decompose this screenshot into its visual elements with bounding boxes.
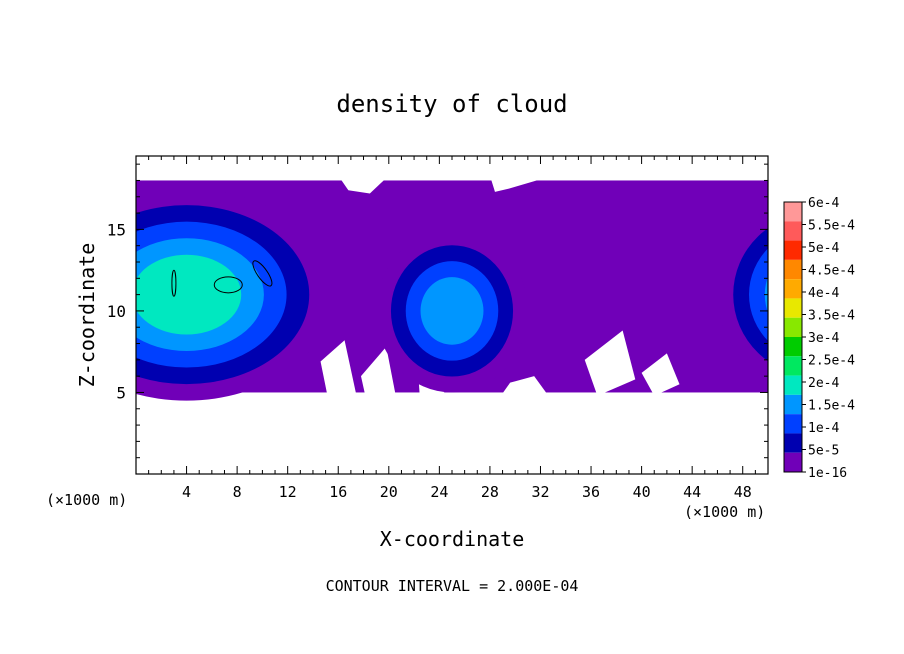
contour-line-1 (213, 276, 243, 294)
colorbar-swatch-9 (784, 356, 802, 376)
x-axis-label: X-coordinate (380, 527, 525, 551)
colorbar-swatch-13 (784, 433, 802, 453)
cloud-core-1-band-5 (136, 254, 242, 335)
y-tick-label-5: 5 (116, 383, 126, 402)
x-tick-label-12: 12 (279, 483, 297, 501)
contour-line-3 (171, 269, 177, 297)
x-tick-label-4: 4 (182, 483, 191, 501)
x-axis-ticks: 4 8 12 16 20 24 28 32 36 40 44 48 (148, 156, 756, 501)
colorbar-label-12: 5e-5 (808, 444, 839, 459)
contour-line-2 (252, 260, 273, 287)
x-tick-label-8: 8 (233, 483, 242, 501)
cloud-core-2-band-4 (420, 277, 484, 345)
colorbar-swatch-4 (784, 259, 802, 280)
contour-lines (171, 260, 273, 297)
colorbar-label-10: 1.5e-4 (808, 399, 855, 414)
colorbar-swatch-1 (784, 202, 802, 222)
y-tick-label-15: 15 (107, 220, 126, 239)
colorbar-label-7: 3e-4 (808, 331, 839, 346)
colorbar-swatch-2 (784, 221, 802, 241)
cloud-gap-6 (641, 353, 680, 396)
colorbar-swatch-5 (784, 279, 802, 299)
x-tick-label-44: 44 (683, 483, 701, 501)
colorbar-swatch-6 (784, 298, 802, 318)
colorbar-swatch-12 (784, 414, 802, 434)
x-tick-label-16: 16 (329, 483, 347, 501)
colorbar: 6e-4 5.5e-4 5e-4 4.5e-4 4e-4 3.5e-4 3e-4 2.5e-4… (783, 196, 855, 481)
colorbar-label-1: 6e-4 (808, 196, 839, 211)
x-tick-label-32: 32 (531, 483, 549, 501)
colorbar-label-13: 1e-16 (808, 466, 847, 481)
colorbar-swatch-8 (784, 337, 802, 357)
chart-title: density of cloud (336, 90, 567, 118)
y-axis-label: Z-coordinate (75, 243, 99, 388)
colorbar-label-9: 2e-4 (808, 376, 839, 391)
cloud-core-3-band-3 (749, 248, 768, 341)
cloud-gap-2 (489, 175, 554, 192)
x-tick-label-40: 40 (633, 483, 651, 501)
cloud-gap-4 (496, 376, 554, 403)
colorbar-label-5: 4e-4 (808, 286, 839, 301)
density-field (136, 175, 768, 406)
colorbar-swatch-3 (784, 240, 802, 260)
colorbar-label-11: 1e-4 (808, 421, 839, 436)
colorbar-swatch-7 (784, 317, 802, 337)
colorbar-swatch-10 (784, 375, 802, 395)
y-axis-ticks: 5 10 15 (107, 163, 768, 459)
colorbar-label-8: 2.5e-4 (808, 354, 855, 369)
colorbar-label-6: 3.5e-4 (808, 309, 855, 324)
x-tick-label-28: 28 (481, 483, 499, 501)
x-unit-label-left: (×1000 m) (46, 491, 127, 509)
colorbar-label-4: 4.5e-4 (808, 264, 855, 279)
contour-interval-footer: CONTOUR INTERVAL = 2.000E-04 (326, 577, 579, 595)
cloud-gap-7 (320, 340, 358, 399)
colorbar-swatch-11 (784, 394, 802, 415)
y-tick-label-10: 10 (107, 302, 126, 321)
x-tick-label-20: 20 (380, 483, 398, 501)
x-tick-label-24: 24 (430, 483, 448, 501)
colorbar-label-3: 5e-4 (808, 241, 839, 256)
x-tick-label-36: 36 (582, 483, 600, 501)
cloud-gap-1 (338, 175, 389, 194)
x-unit-label-right: (×1000 m) (684, 503, 765, 521)
colorbar-swatch-14 (784, 452, 802, 472)
colorbar-label-2: 5.5e-4 (808, 219, 855, 234)
x-tick-label-48: 48 (734, 483, 752, 501)
cloud-gap-8 (360, 346, 397, 399)
cloud-gap-5 (584, 330, 636, 396)
